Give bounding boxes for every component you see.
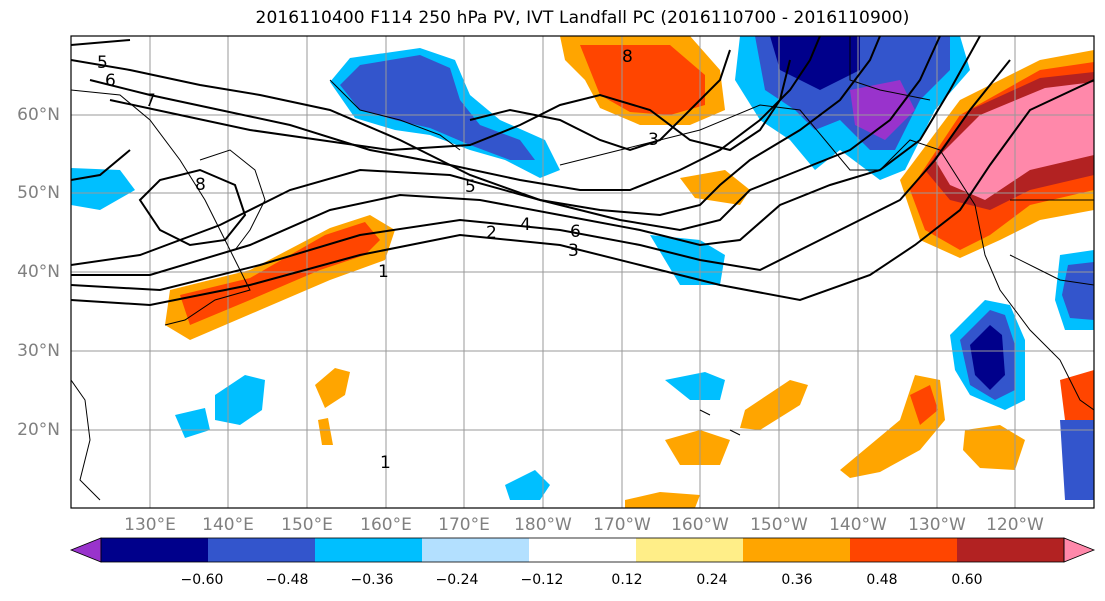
lon-label-140w: 140°W	[829, 515, 887, 535]
lon-label-170e: 170°E	[438, 515, 490, 535]
pv-contour-5	[71, 36, 881, 217]
colorbar-segment-6	[636, 538, 744, 562]
lon-label-170w: 170°W	[593, 515, 651, 535]
shade-japan-sea-negative	[71, 168, 135, 210]
shade-canada-negative-dark	[770, 36, 860, 90]
colorbar	[69, 537, 1096, 563]
shade-ca-negative-core	[1062, 262, 1094, 320]
lat-label-30: 30°N	[17, 341, 60, 361]
contour-label-3-goa: 3	[648, 130, 659, 150]
shade-wpac-negative-3	[505, 470, 550, 500]
colorbar-segment-8	[850, 538, 958, 562]
lat-label-50: 50°N	[17, 183, 60, 203]
contour-label-1-hi: 1	[380, 453, 391, 473]
lon-label-120w: 120°W	[986, 515, 1044, 535]
shade-baja-negative-dark	[970, 325, 1005, 390]
contour-label-8: 8	[195, 175, 206, 195]
shade-canada-east-negative	[1060, 420, 1094, 500]
colorbar-tick-8: 0.36	[781, 572, 813, 588]
shade-tropics-positive-2	[963, 425, 1025, 470]
shade-bering-negative-core	[340, 55, 535, 160]
colorbar-tick-10: 0.60	[951, 572, 983, 588]
colorbar-segment-9	[957, 538, 1065, 562]
colorbar-extend-low	[69, 537, 102, 563]
lat-label-60: 60°N	[17, 105, 60, 125]
map-title: 2016110400 F114 250 hPa PV, IVT Landfall…	[255, 8, 910, 28]
pv-contour-8b	[469, 49, 731, 152]
contour-label-2: 2	[486, 223, 497, 243]
colorbar-tick-6: 0.12	[611, 572, 643, 588]
lon-label-160w: 160°W	[671, 515, 729, 535]
shade-tropics-positive-3	[665, 430, 730, 465]
shade-hawaii-negative	[665, 372, 725, 400]
shade-south-positive	[625, 492, 700, 508]
pv-contour-8	[138, 168, 247, 247]
lat-label-40: 40°N	[17, 262, 60, 282]
colorbar-tick-5: −0.12	[520, 572, 564, 588]
shade-canada-negative-purple	[850, 80, 915, 140]
colorbar-tick-3: −0.36	[350, 572, 394, 588]
colorbar-segment-5	[529, 538, 637, 562]
colorbar-segment-7	[743, 538, 851, 562]
map-panel: 1 2 3 4 5 6 7 8 8 3 5 6 1	[70, 35, 1095, 509]
contour-label-6: 6	[570, 222, 581, 242]
contour-label-6-top: 6	[105, 71, 116, 91]
lon-label-150e: 150°E	[281, 515, 333, 535]
colorbar-tick-7: 0.24	[696, 572, 728, 588]
contour-label-1: 1	[378, 262, 389, 282]
pv-contour-2	[71, 59, 1011, 292]
shade-dateline-positive	[680, 170, 750, 205]
pv-contour-extra	[71, 39, 131, 181]
lon-label-150w: 150°W	[750, 515, 808, 535]
contour-labels: 1 2 3 4 5 6 7 8 8 3 5 6 1	[97, 47, 659, 473]
lon-label-130w: 130°W	[908, 515, 966, 535]
pv-contours	[71, 36, 1094, 307]
contour-label-5: 5	[465, 177, 476, 197]
graticule	[71, 36, 1094, 508]
colorbar-segment-3	[315, 538, 423, 562]
colorbar-tick-9: 0.48	[866, 572, 898, 588]
lat-label-20: 20°N	[17, 420, 60, 440]
contour-label-4: 4	[520, 215, 531, 235]
lon-label-160e: 160°E	[360, 515, 412, 535]
contour-label-3: 3	[568, 241, 579, 261]
colorbar-segment-2	[208, 538, 316, 562]
pv-contour-3	[71, 36, 981, 276]
pv-contour-1	[71, 79, 1094, 307]
pv-contour-4	[71, 36, 941, 266]
shade-wpac-positive-1	[315, 368, 350, 408]
lon-label-140e: 140°E	[202, 515, 254, 535]
colorbar-extend-high	[1063, 537, 1096, 563]
colorbar-segment-4	[422, 538, 530, 562]
colorbar-tick-1: −0.60	[180, 572, 224, 588]
contour-label-7: 7	[145, 91, 156, 111]
shade-tropics-positive-core	[910, 385, 938, 425]
colorbar-segment-1	[101, 538, 209, 562]
lon-label-130e: 130°E	[124, 515, 176, 535]
colorbar-outline	[100, 537, 1065, 563]
contour-label-8-goa: 8	[622, 47, 633, 67]
pv-contour-7	[109, 59, 791, 152]
shade-wpac-positive-2	[318, 418, 333, 445]
contour-label-5-top: 5	[97, 53, 108, 73]
colorbar-tick-4: −0.24	[435, 572, 479, 588]
shade-japan-positive-core	[180, 222, 380, 325]
colorbar-tick-2: −0.48	[265, 572, 309, 588]
shade-hawaii-positive	[740, 380, 808, 430]
lon-label-180w: 180°W	[514, 515, 572, 535]
